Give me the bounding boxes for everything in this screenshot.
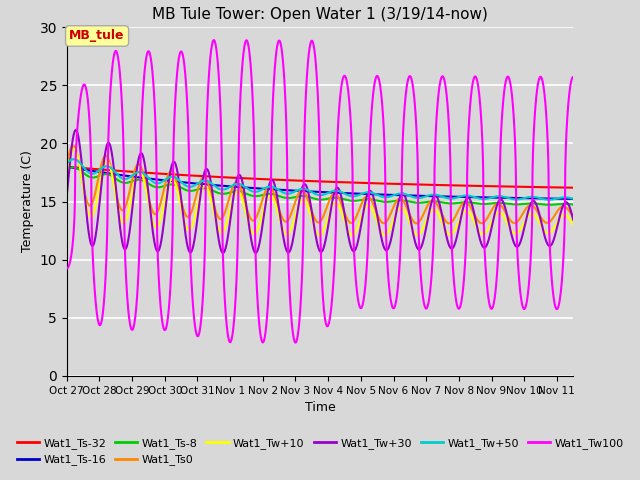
Wat1_Ts-32: [559, 185, 567, 191]
Wat1_Ts-8: [570, 202, 577, 207]
Wat1_Tw100: [505, 75, 513, 81]
Wat1_Tw+30: [280, 234, 287, 240]
Wat1_Tw100: [121, 234, 129, 240]
Wat1_Ts-16: [570, 196, 577, 202]
Wat1_Ts-16: [559, 196, 567, 202]
Wat1_Ts-8: [560, 201, 568, 207]
Wat1_Tw+30: [219, 250, 227, 256]
Wat1_Tw+30: [121, 246, 129, 252]
Wat1_Tw+30: [151, 241, 159, 247]
Wat1_Ts-8: [121, 180, 129, 186]
Line: Wat1_Tw100: Wat1_Tw100: [67, 40, 573, 343]
Wat1_Ts-32: [570, 185, 577, 191]
Wat1_Tw+50: [63, 160, 70, 166]
Wat1_Tw+10: [570, 222, 577, 228]
Wat1_Ts-16: [257, 186, 265, 192]
Wat1_Ts-16: [151, 176, 159, 182]
Wat1_Ts-32: [279, 177, 287, 183]
Wat1_Ts0: [279, 216, 287, 222]
Wat1_Tw+50: [151, 180, 159, 186]
Wat1_Tw+10: [348, 232, 356, 238]
Legend: Wat1_Ts-32, Wat1_Ts-16, Wat1_Ts-8, Wat1_Ts0, Wat1_Tw+10, Wat1_Tw+30, Wat1_Tw+50,: Wat1_Ts-32, Wat1_Ts-16, Wat1_Ts-8, Wat1_…: [12, 433, 628, 470]
Wat1_Ts0: [121, 205, 129, 211]
X-axis label: Time: Time: [305, 401, 335, 414]
Wat1_Ts0: [570, 214, 577, 220]
Wat1_Tw100: [570, 74, 577, 80]
Wat1_Ts-8: [151, 184, 159, 190]
Wat1_Tw100: [257, 336, 265, 341]
Wat1_Tw+30: [72, 127, 79, 133]
Wat1_Ts0: [257, 201, 265, 206]
Wat1_Tw+10: [121, 219, 129, 225]
Line: Wat1_Ts0: Wat1_Ts0: [67, 145, 573, 223]
Wat1_Tw+30: [560, 202, 568, 207]
Wat1_Tw+50: [121, 176, 129, 182]
Wat1_Tw+10: [279, 227, 287, 233]
Wat1_Ts-16: [121, 173, 129, 179]
Wat1_Ts-8: [505, 201, 513, 207]
Line: Wat1_Ts-8: Wat1_Ts-8: [67, 167, 573, 205]
Line: Wat1_Tw+50: Wat1_Tw+50: [67, 159, 573, 200]
Wat1_Ts-16: [63, 164, 70, 169]
Wat1_Ts-16: [505, 195, 513, 201]
Wat1_Tw+10: [70, 146, 78, 152]
Wat1_Tw100: [210, 37, 218, 43]
Line: Wat1_Ts-16: Wat1_Ts-16: [67, 167, 573, 199]
Wat1_Ts-8: [545, 202, 553, 208]
Title: MB Tule Tower: Open Water 1 (3/19/14-now): MB Tule Tower: Open Water 1 (3/19/14-now…: [152, 7, 488, 22]
Wat1_Tw+10: [560, 212, 568, 217]
Wat1_Ts-32: [63, 164, 70, 169]
Wat1_Tw+10: [257, 216, 265, 221]
Wat1_Ts-32: [257, 176, 265, 182]
Wat1_Tw+30: [63, 193, 70, 199]
Wat1_Ts-8: [257, 192, 265, 198]
Wat1_Tw+30: [570, 217, 577, 223]
Wat1_Tw100: [151, 102, 159, 108]
Line: Wat1_Tw+30: Wat1_Tw+30: [67, 130, 573, 253]
Wat1_Ts-16: [279, 187, 287, 193]
Wat1_Tw+50: [505, 195, 513, 201]
Wat1_Tw+50: [70, 156, 77, 162]
Wat1_Tw+50: [545, 197, 553, 203]
Wat1_Tw+30: [505, 221, 513, 227]
Y-axis label: Temperature (C): Temperature (C): [21, 151, 34, 252]
Wat1_Ts-32: [121, 168, 129, 174]
Line: Wat1_Tw+10: Wat1_Tw+10: [67, 149, 573, 235]
Wat1_Tw+30: [257, 230, 265, 236]
Wat1_Tw100: [63, 265, 70, 271]
Wat1_Tw+50: [279, 190, 287, 195]
Wat1_Ts0: [69, 143, 77, 148]
Line: Wat1_Ts-32: Wat1_Ts-32: [67, 167, 573, 188]
Wat1_Tw+50: [560, 194, 568, 200]
Wat1_Tw100: [292, 340, 300, 346]
Wat1_Tw+50: [570, 196, 577, 202]
Wat1_Ts0: [151, 211, 159, 217]
Wat1_Ts0: [413, 220, 420, 226]
Wat1_Tw100: [560, 251, 568, 257]
Wat1_Ts-32: [151, 170, 159, 176]
Wat1_Ts-8: [279, 194, 287, 200]
Wat1_Ts-32: [505, 184, 513, 190]
Text: MB_tule: MB_tule: [69, 29, 125, 42]
Wat1_Tw+10: [151, 223, 159, 229]
Wat1_Ts-8: [69, 164, 77, 170]
Wat1_Ts0: [505, 216, 513, 221]
Wat1_Tw+10: [505, 224, 513, 229]
Wat1_Ts0: [560, 204, 568, 209]
Wat1_Tw+50: [257, 187, 265, 193]
Wat1_Ts-8: [63, 166, 70, 172]
Wat1_Tw+10: [63, 172, 70, 178]
Wat1_Ts0: [63, 161, 70, 167]
Wat1_Tw100: [279, 60, 287, 66]
